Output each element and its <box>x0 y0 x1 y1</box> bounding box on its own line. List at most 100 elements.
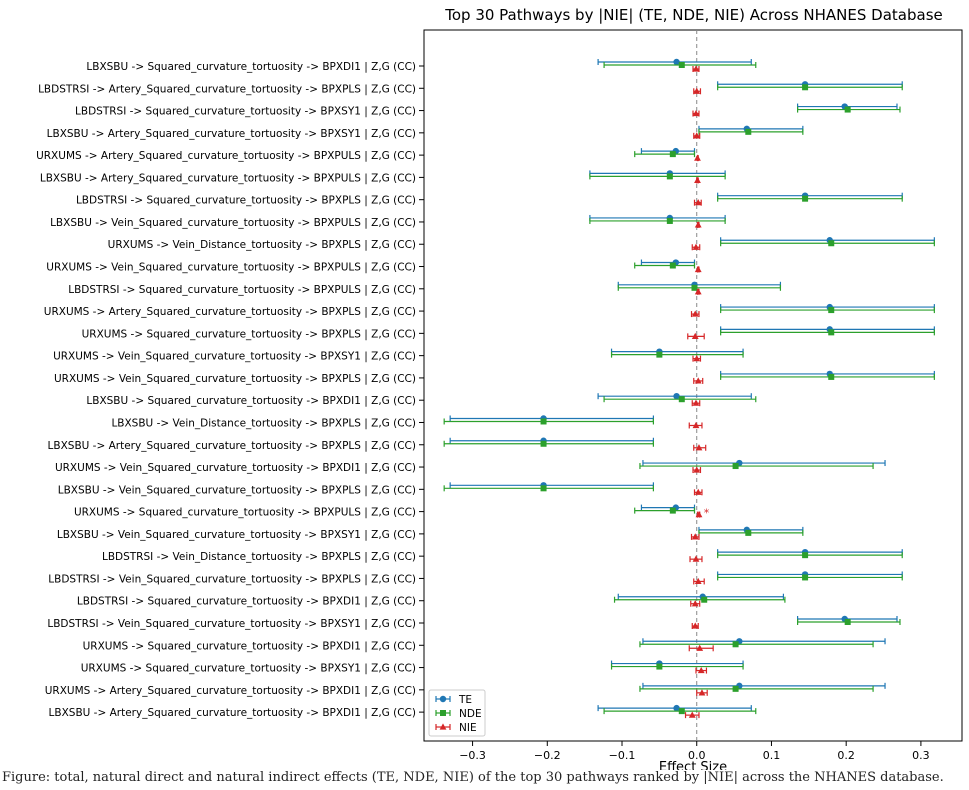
pathway-row <box>690 526 804 540</box>
y-tick-label: LBXSBU -> Artery_Squared_curvature_tortu… <box>49 707 416 719</box>
y-tick-label: URXUMS -> Vein_Squared_curvature_tortuos… <box>53 351 416 363</box>
x-tick-label: −0.3 <box>459 749 486 762</box>
nie-point <box>691 332 699 339</box>
nde-point <box>678 708 685 715</box>
legend-label-nde: NDE <box>459 708 482 720</box>
x-tick-label: −0.2 <box>534 749 561 762</box>
y-tick-label: LBXSBU -> Vein_Squared_curvature_tortuos… <box>50 217 416 229</box>
y-tick-label: LBXSBU -> Squared_curvature_tortuosity -… <box>86 395 416 407</box>
x-tick-label: 0.1 <box>763 749 781 762</box>
y-tick-label: LBXSBU -> Artery_Squared_curvature_tortu… <box>40 172 416 184</box>
nde-point <box>828 373 835 380</box>
nie-point <box>694 488 702 495</box>
nie-point <box>694 154 701 161</box>
nde-point <box>828 329 835 336</box>
pathway-row <box>597 704 757 719</box>
significance-star: * <box>704 507 710 520</box>
nde-point <box>745 529 752 536</box>
y-tick-label: LBDSTRSI -> Squared_curvature_tortuosity… <box>77 596 416 608</box>
errorbar-chart: Top 30 Pathways by |NIE| (TE, NDE, NIE) … <box>36 6 963 775</box>
x-tick-label: −0.1 <box>609 749 636 762</box>
pathway-row <box>692 103 901 117</box>
y-axis: LBXSBU -> Squared_curvature_tortuosity -… <box>36 61 424 719</box>
y-tick-label: URXUMS -> Squared_curvature_tortuosity -… <box>83 640 416 652</box>
nde-point <box>540 418 547 425</box>
y-tick-label: LBXSBU -> Artery_Squared_curvature_tortu… <box>48 440 416 452</box>
nie-point <box>693 87 701 94</box>
pathway-row <box>689 548 903 563</box>
nie-point <box>694 176 701 183</box>
nde-point <box>844 619 851 625</box>
pathway-row <box>597 58 757 72</box>
y-tick-label: URXUMS -> Artery_Squared_curvature_tortu… <box>44 306 416 318</box>
pathway-row <box>693 370 935 384</box>
legend: TE NDE NIE <box>428 689 486 737</box>
y-tick-label: LBDSTRSI -> Squared_curvature_tortuosity… <box>76 195 416 207</box>
y-tick-label: LBDSTRSI -> Squared_curvature_tortuosity… <box>75 106 416 118</box>
x-axis: −0.3 −0.2 −0.1 0.0 0.1 0.2 0.3 <box>459 741 930 762</box>
nie-point <box>698 689 706 696</box>
pathway-row <box>634 259 702 273</box>
nie-point <box>691 622 699 629</box>
nde-point <box>666 173 673 180</box>
pathway-row <box>639 682 886 696</box>
figure-caption: Figure: total, natural direct and natura… <box>2 770 944 785</box>
y-tick-label: LBDSTRSI -> Vein_Squared_curvature_tortu… <box>47 618 416 630</box>
pathway-row <box>617 281 782 295</box>
y-tick-label: LBXSBU -> Vein_Squared_curvature_tortuos… <box>57 529 416 541</box>
y-tick-label: LBDSTRSI -> Artery_Squared_curvature_tor… <box>38 83 416 95</box>
pathway-row <box>687 326 935 340</box>
plot-area <box>423 29 963 742</box>
nde-point <box>691 284 698 291</box>
legend-label-te: TE <box>458 694 472 706</box>
nie-point <box>691 533 699 540</box>
y-tick-label: URXUMS -> Artery_Squared_curvature_tortu… <box>45 685 416 697</box>
pathway-row <box>693 81 903 95</box>
y-tick-label: LBDSTRSI -> Vein_Squared_curvature_tortu… <box>48 573 416 585</box>
pathway-row <box>610 660 744 674</box>
pathway-row <box>693 192 903 206</box>
nie-point <box>693 466 701 473</box>
nde-point <box>540 485 547 492</box>
y-tick-label: URXUMS -> Vein_Squared_curvature_tortuos… <box>54 373 416 385</box>
nie-point <box>692 243 700 250</box>
nde-point <box>656 351 663 358</box>
chart-title: Top 30 Pathways by |NIE| (TE, NDE, NIE) … <box>444 6 943 24</box>
y-tick-label: LBDSTRSI -> Vein_Distance_tortuosity -> … <box>102 551 416 563</box>
nie-point <box>692 421 700 429</box>
nie-point <box>694 377 702 384</box>
nde-point <box>669 262 676 269</box>
nde-point <box>669 507 676 514</box>
nde-point <box>701 596 708 603</box>
nde-point <box>802 195 809 202</box>
nie-point <box>695 511 703 518</box>
pathway-row <box>639 459 886 474</box>
te-point <box>673 58 680 66</box>
nie-point <box>692 399 700 406</box>
x-axis-label: Effect Size <box>659 760 727 770</box>
nie-point <box>693 132 701 139</box>
y-tick-label: LBXSBU -> Vein_Squared_curvature_tortuos… <box>58 484 416 496</box>
nde-point <box>732 463 739 470</box>
nie-point <box>694 221 702 228</box>
nde-point <box>844 106 851 113</box>
te-point <box>673 704 680 712</box>
x-tick-label: 0.0 <box>688 749 706 762</box>
pathway-row <box>639 638 886 652</box>
nde-point <box>666 217 673 224</box>
legend-label-nie: NIE <box>459 722 477 734</box>
nde-point <box>656 663 663 670</box>
nie-point <box>696 644 704 651</box>
nde-point <box>745 128 752 135</box>
nde-point <box>732 685 739 692</box>
nie-point <box>691 310 699 317</box>
pathway-row <box>691 615 901 629</box>
x-tick-label: 0.2 <box>837 749 855 762</box>
nie-point <box>692 555 700 562</box>
pathway-row <box>693 125 804 139</box>
nde-point <box>828 307 835 314</box>
pathway-row: * <box>634 504 710 520</box>
pathway-row <box>443 415 703 429</box>
nie-point <box>694 265 702 273</box>
